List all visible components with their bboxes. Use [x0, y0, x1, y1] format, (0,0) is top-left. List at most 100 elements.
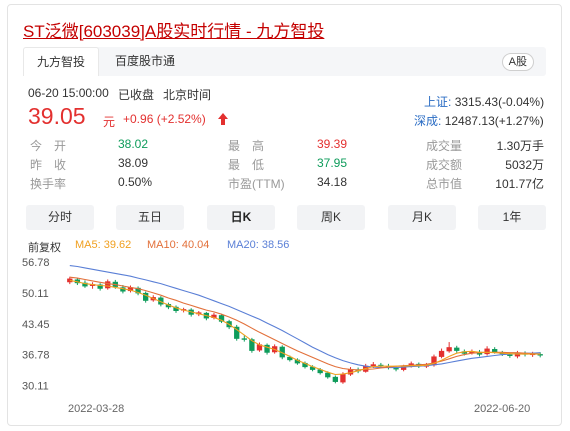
market-cap-label: 总市值 — [426, 177, 463, 191]
market-status: 已收盘 — [118, 88, 155, 102]
candle-body — [507, 354, 513, 356]
candle-body — [143, 292, 149, 301]
candle-body — [165, 304, 172, 308]
candle-body — [370, 364, 376, 367]
price-unit: 元 — [103, 115, 116, 129]
tab-intraday[interactable]: 分时 — [26, 205, 94, 230]
tab-monthly-k[interactable]: 月K — [388, 205, 456, 230]
candle-body — [378, 364, 384, 366]
candle-body — [105, 281, 111, 289]
candle-body — [67, 278, 73, 283]
turnover-value: 0.50% — [118, 175, 153, 189]
candle-body — [256, 344, 263, 351]
candle-body — [317, 369, 323, 374]
tab-one-year[interactable]: 1年 — [478, 205, 546, 230]
index-shenzhen-value: 12487.13(+1.27%) — [444, 114, 544, 128]
market-cap-value: 101.77亿 — [495, 177, 544, 191]
tab-jiufang[interactable]: 九方智投 — [23, 47, 99, 76]
current-price: 39.05 — [28, 103, 86, 129]
candle-body — [438, 350, 445, 357]
kline-chart[interactable]: 56.78 50.11 43.45 36.78 30.11 — [22, 258, 548, 398]
turnover-label: 换手率 — [30, 177, 67, 191]
index-shenzhen[interactable]: 深成: 12487.13(+1.27%) — [414, 112, 544, 129]
candle-body — [446, 347, 452, 352]
candle-body — [135, 287, 141, 294]
high-value: 39.39 — [317, 137, 348, 151]
open-label: 今 开 — [30, 139, 67, 153]
low-label: 最 低 — [228, 158, 265, 172]
period-tabs: 分时 五日 日K 周K 月K 1年 — [26, 205, 546, 230]
price-change: +0.96 (+2.52%) — [123, 112, 206, 126]
candle-body — [294, 359, 301, 364]
pe-value: 34.18 — [317, 175, 348, 189]
candle-body — [309, 366, 316, 370]
tab-weekly-k[interactable]: 周K — [297, 205, 365, 230]
amount-label: 成交额 — [426, 158, 463, 172]
candle-body — [302, 362, 308, 368]
ma10-line — [69, 276, 541, 371]
up-arrow-icon — [217, 112, 229, 129]
tab-daily-k[interactable]: 日K — [207, 205, 275, 230]
candle-body — [97, 284, 103, 289]
candle-body — [264, 344, 270, 353]
candle-body — [211, 314, 217, 318]
index-shanghai-value: 3315.43(-0.04%) — [454, 95, 545, 109]
high-label: 最 高 — [228, 139, 265, 153]
tab-baidu[interactable]: 百度股市通 — [114, 54, 175, 68]
ma5-line — [69, 279, 541, 376]
candle-body — [173, 306, 179, 312]
candle-body — [325, 372, 331, 378]
candle-body — [82, 282, 88, 287]
quote-datetime: 06-20 15:00:00 — [28, 86, 109, 100]
volume-label: 成交量 — [426, 139, 463, 153]
candle-body — [287, 356, 293, 361]
candle-body — [249, 339, 255, 351]
y-tick-label: 43.45 — [22, 319, 50, 331]
candle-body — [127, 287, 134, 292]
ma10-legend: MA10: 40.04 — [147, 239, 210, 251]
candle-body — [454, 347, 460, 351]
candle-body — [461, 351, 467, 354]
y-tick-label: 56.78 — [22, 258, 50, 269]
low-value: 37.95 — [317, 156, 348, 170]
x-label-end: 2022-06-20 — [474, 403, 531, 415]
timezone-label: 北京时间 — [163, 88, 212, 102]
candle-body — [484, 348, 490, 355]
candle-body — [234, 326, 240, 339]
page-title[interactable]: ST泛微[603039]A股实时行情 - 九方智投 — [23, 22, 325, 41]
y-tick-label: 30.11 — [22, 381, 49, 393]
index-shanghai[interactable]: 上证: 3315.43(-0.04%) — [424, 93, 544, 110]
tab-five-day[interactable]: 五日 — [116, 205, 184, 230]
candle-body — [340, 374, 346, 383]
adjust-mode[interactable]: 前复权 — [28, 242, 61, 254]
market-badge[interactable]: A股 — [501, 53, 534, 71]
candle-body — [241, 338, 247, 340]
candle-body — [431, 356, 437, 366]
ma5-legend: MA5: 39.62 — [75, 239, 132, 251]
candle-body — [347, 368, 354, 375]
open-value: 38.02 — [118, 137, 149, 151]
candle-body — [158, 297, 164, 305]
y-tick-label: 50.11 — [22, 288, 49, 300]
prev-close-value: 38.09 — [118, 156, 149, 170]
source-tabs: 九方智投 百度股市通 A股 — [23, 47, 546, 76]
candle-body — [492, 349, 498, 353]
amount-value: 5032万 — [505, 158, 544, 172]
ma20-line — [69, 265, 541, 369]
y-tick-label: 36.78 — [22, 350, 50, 362]
candle-body — [279, 346, 285, 358]
prev-close-label: 昨 收 — [30, 158, 67, 172]
candle-body — [400, 366, 407, 370]
candle-body — [393, 368, 399, 370]
pe-label: 市盈(TTM) — [228, 177, 285, 191]
candle-body — [332, 376, 339, 382]
index-shenzhen-name: 深成: — [414, 114, 442, 128]
volume-value: 1.30万手 — [496, 139, 544, 153]
candle-body — [537, 354, 543, 356]
candle-body — [218, 315, 225, 322]
index-shanghai-name: 上证: — [424, 95, 452, 109]
candle-body — [120, 287, 126, 292]
x-label-start: 2022-03-28 — [68, 403, 125, 415]
candle-body — [469, 351, 475, 354]
ma20-legend: MA20: 38.56 — [227, 239, 290, 251]
